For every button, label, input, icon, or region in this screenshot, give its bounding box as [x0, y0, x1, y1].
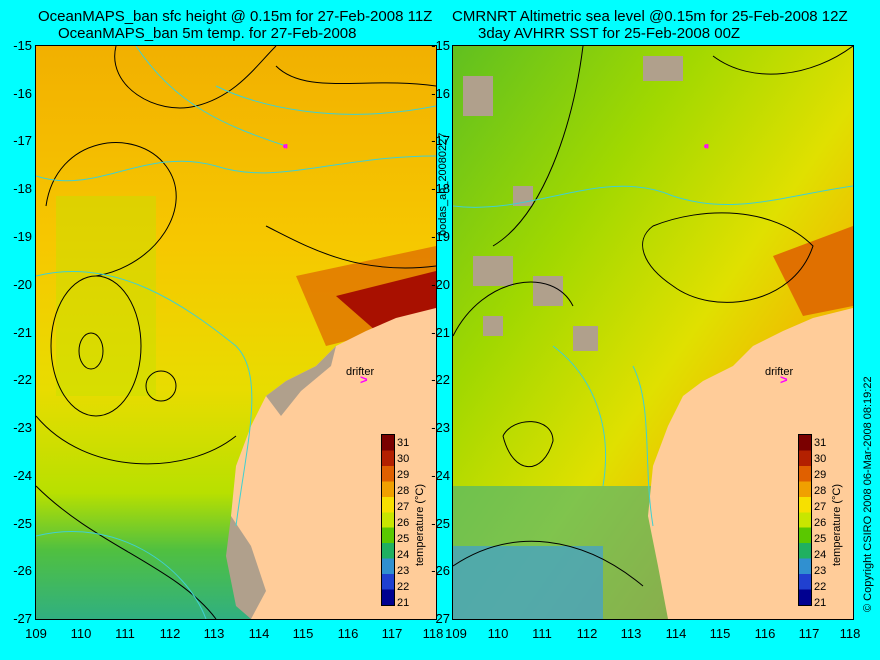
right-title-line2: 3day AVHRR SST for 25-Feb-2008 00Z — [478, 25, 741, 42]
lat-label: -15 — [13, 38, 32, 53]
right-title-line1: CMRNRT Altimetric sea level @0.15m for 2… — [452, 8, 848, 25]
colorbar-label: 21 — [814, 597, 827, 609]
lat-label: -20 — [13, 277, 32, 292]
left-title-line2: OceanMAPS_ban 5m temp. for 27-Feb-2008 — [58, 25, 357, 42]
lat-label: -21 — [431, 325, 450, 340]
left-colorbar-strip — [381, 434, 395, 606]
lat-label: -19 — [13, 229, 32, 244]
lon-label: 118 — [422, 626, 444, 641]
lat-label: -26 — [431, 563, 450, 578]
lat-label: -22 — [431, 372, 450, 387]
lon-label: 117 — [798, 626, 820, 641]
lon-label: 113 — [620, 626, 642, 641]
lon-label: 112 — [576, 626, 598, 641]
colorbar-label: 25 — [397, 533, 410, 545]
lat-label: -24 — [13, 468, 32, 483]
colorbar-label: 30 — [397, 453, 410, 465]
lat-label: -15 — [431, 38, 450, 53]
lon-label: 115 — [292, 626, 314, 641]
colorbar-label: 24 — [397, 549, 410, 561]
right-drifter-arrow: > — [780, 372, 788, 387]
lat-label: -24 — [431, 468, 450, 483]
lon-label: 114 — [248, 626, 270, 641]
lon-label: 116 — [754, 626, 776, 641]
lon-label: 111 — [532, 626, 552, 641]
lat-label: -18 — [431, 181, 450, 196]
colorbar-label: 29 — [814, 469, 827, 481]
colorbar-label: 21 — [397, 597, 410, 609]
lat-label: -16 — [13, 86, 32, 101]
right-drifter-label: drifter — [765, 366, 794, 378]
lon-label: 110 — [487, 626, 509, 641]
right-colorbar-strip — [798, 434, 812, 606]
lon-label: 110 — [70, 626, 92, 641]
right-drifter-marker-1: ⁌ — [703, 139, 710, 154]
lat-label: -25 — [13, 516, 32, 531]
colorbar-label: 30 — [814, 453, 827, 465]
colorbar-label: 29 — [397, 469, 410, 481]
lat-label: -20 — [431, 277, 450, 292]
colorbar-label: 26 — [814, 517, 827, 529]
colorbar-label: 23 — [397, 565, 410, 577]
right-colorbar-title: temperature (°C) — [831, 483, 843, 566]
lon-label: 114 — [665, 626, 687, 641]
colorbar-label: 31 — [397, 437, 410, 449]
lon-label: 112 — [159, 626, 181, 641]
right-map-svg — [453, 46, 853, 619]
lat-label: -17 — [431, 133, 450, 148]
copyright-text: © Copyright CSIRO 2008 06-Mar-2008 08:19… — [862, 376, 874, 612]
lat-label: -23 — [13, 420, 32, 435]
lat-label: -23 — [431, 420, 450, 435]
colorbar-label: 25 — [814, 533, 827, 545]
lon-label: 117 — [381, 626, 403, 641]
left-title-line1: OceanMAPS_ban sfc height @ 0.15m for 27-… — [38, 8, 433, 25]
colorbar-label: 28 — [397, 485, 410, 497]
colorbar-label: 22 — [397, 581, 410, 593]
colorbar-label: 27 — [397, 501, 410, 513]
lon-label: 109 — [25, 626, 47, 641]
left-drifter-label: drifter — [346, 366, 375, 378]
colorbar-label: 24 — [814, 549, 827, 561]
lat-label: -18 — [13, 181, 32, 196]
lat-label: -25 — [431, 516, 450, 531]
colorbar-label: 31 — [814, 437, 827, 449]
lon-label: 113 — [203, 626, 225, 641]
right-map-panel: ⁌ — [452, 45, 854, 620]
lon-label: 109 — [445, 626, 467, 641]
lat-label: -27 — [431, 611, 450, 626]
lat-label: -22 — [13, 372, 32, 387]
left-map-svg — [36, 46, 436, 619]
lat-label: -27 — [13, 611, 32, 626]
left-colorbar-title: temperature (°C) — [414, 483, 426, 566]
colorbar-label: 26 — [397, 517, 410, 529]
lat-label: -19 — [431, 229, 450, 244]
colorbar-label: 27 — [814, 501, 827, 513]
colorbar-label: 22 — [814, 581, 827, 593]
colorbar-label: 23 — [814, 565, 827, 577]
lon-label: 111 — [115, 626, 135, 641]
run-id-text: bodas_an_20080227 — [437, 132, 449, 236]
lat-label: -16 — [431, 86, 450, 101]
lon-label: 116 — [337, 626, 359, 641]
lon-label: 115 — [709, 626, 731, 641]
lat-label: -21 — [13, 325, 32, 340]
left-drifter-arrow: > — [360, 372, 368, 387]
lat-label: -26 — [13, 563, 32, 578]
left-drifter-marker-1: ⁌ — [282, 139, 289, 154]
lon-label: 118 — [839, 626, 861, 641]
lat-label: -17 — [13, 133, 32, 148]
left-map-panel: ⁌ — [35, 45, 437, 620]
colorbar-label: 28 — [814, 485, 827, 497]
